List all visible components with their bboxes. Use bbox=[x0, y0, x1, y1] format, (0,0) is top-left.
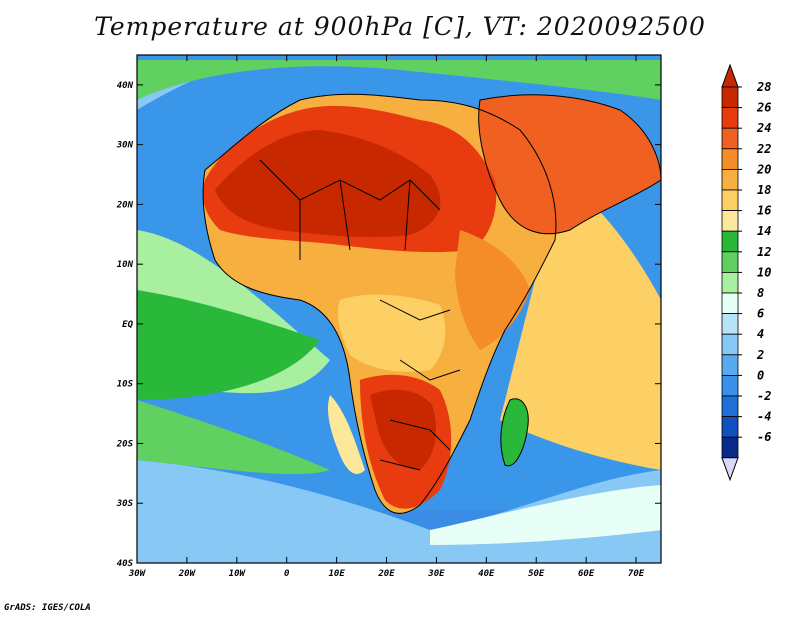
colorbar-label: 22 bbox=[756, 142, 771, 156]
colorbar-box bbox=[721, 292, 739, 315]
colorbar-label: 26 bbox=[756, 101, 771, 115]
sahara-core-dark bbox=[215, 130, 441, 238]
namibia-coast-band bbox=[327, 395, 365, 474]
southern-pale-band bbox=[430, 485, 661, 545]
colorbar-box bbox=[721, 148, 739, 170]
lon-tick-label: 60E bbox=[578, 569, 595, 579]
colorbar-label: 12 bbox=[757, 245, 771, 259]
colorbar-arrow-bottom bbox=[721, 457, 739, 482]
arabia-land bbox=[478, 94, 661, 234]
colorbar-label: 28 bbox=[756, 80, 771, 94]
colorbar-box bbox=[721, 107, 739, 129]
lat-tick-label: EQ bbox=[122, 320, 133, 330]
lon-tick-label: 40E bbox=[478, 569, 495, 579]
lon-tick-label: 30E bbox=[427, 569, 445, 579]
colorbar-label: 10 bbox=[757, 265, 771, 279]
colorbar-box bbox=[721, 86, 739, 109]
lat-tick-label: 20S bbox=[116, 439, 134, 449]
colorbar-box bbox=[721, 271, 739, 294]
country-borders bbox=[202, 93, 661, 514]
colorbar-box bbox=[721, 395, 739, 418]
colorbar-label: 0 bbox=[757, 368, 764, 382]
colorbar-box bbox=[721, 333, 739, 356]
madagascar bbox=[500, 398, 529, 466]
lon-tick-label: 0 bbox=[284, 569, 290, 579]
lat-tick-label: 10N bbox=[117, 260, 134, 270]
lat-tick-label: 40S bbox=[117, 559, 134, 569]
grads-credit: GrADS: IGES/COLA bbox=[4, 603, 91, 613]
colorbar-box bbox=[721, 436, 739, 459]
colorbar-label: 4 bbox=[757, 327, 764, 341]
colorbar-label: 2 bbox=[756, 348, 764, 362]
latitude-axis: 40N 30N 20N 10N EQ 10S 20S 30S 40S bbox=[116, 81, 661, 569]
colorbar-label: 18 bbox=[757, 183, 771, 197]
longitude-axis: 30W 20W 10W 0 10E 20E 30E 40E 50E 60E 70E bbox=[128, 55, 645, 579]
colorbar-box bbox=[721, 354, 739, 376]
lat-tick-label: 30S bbox=[116, 499, 134, 509]
indian-ocean-warm bbox=[500, 180, 661, 470]
colorbar-arrow-top bbox=[721, 63, 739, 88]
colorbar-label: 16 bbox=[757, 204, 771, 218]
mediterranean-band bbox=[137, 60, 661, 100]
congo-basin-mild bbox=[338, 294, 446, 372]
colorbar-box bbox=[721, 168, 739, 191]
lon-tick-label: 10W bbox=[229, 569, 247, 579]
colorbar-box bbox=[721, 251, 739, 273]
temperature-map bbox=[137, 55, 661, 563]
colorbar-box bbox=[721, 189, 739, 212]
colorbar-label: 24 bbox=[756, 121, 771, 135]
southern-africa-core bbox=[370, 389, 436, 470]
plot-frame bbox=[136, 54, 662, 564]
atlantic-band bbox=[137, 290, 320, 400]
colorbar-label: -2 bbox=[757, 389, 771, 403]
colorbar-box bbox=[721, 416, 739, 438]
lat-tick-label: 30N bbox=[116, 141, 134, 151]
lon-tick-label: 10E bbox=[328, 569, 345, 579]
colorbar-label: 14 bbox=[757, 224, 771, 238]
lon-tick-label: 70E bbox=[628, 569, 645, 579]
colorbar-label: 20 bbox=[756, 162, 771, 176]
lon-tick-label: 30W bbox=[128, 569, 147, 579]
lon-tick-label: 20E bbox=[377, 569, 395, 579]
colorbar-label: -6 bbox=[757, 430, 771, 444]
colorbar-box bbox=[721, 230, 739, 253]
map-title: Temperature at 900hPa [C], VT: 202009250… bbox=[94, 12, 706, 41]
colorbar-label: 6 bbox=[757, 307, 764, 321]
colorbar-box bbox=[721, 313, 739, 335]
colorbar-box bbox=[721, 210, 739, 232]
south-atlantic-green bbox=[137, 400, 330, 475]
colorbar-box bbox=[721, 374, 739, 397]
lat-tick-label: 20N bbox=[116, 200, 134, 210]
lon-tick-label: 50E bbox=[528, 569, 545, 579]
colorbar-label: -4 bbox=[757, 410, 771, 424]
colorbar-label: 8 bbox=[757, 286, 764, 300]
lon-tick-label: 20W bbox=[178, 569, 197, 579]
lat-tick-label: 40N bbox=[117, 81, 134, 91]
lat-tick-label: 10S bbox=[117, 380, 134, 390]
colorbar-box bbox=[721, 127, 739, 150]
